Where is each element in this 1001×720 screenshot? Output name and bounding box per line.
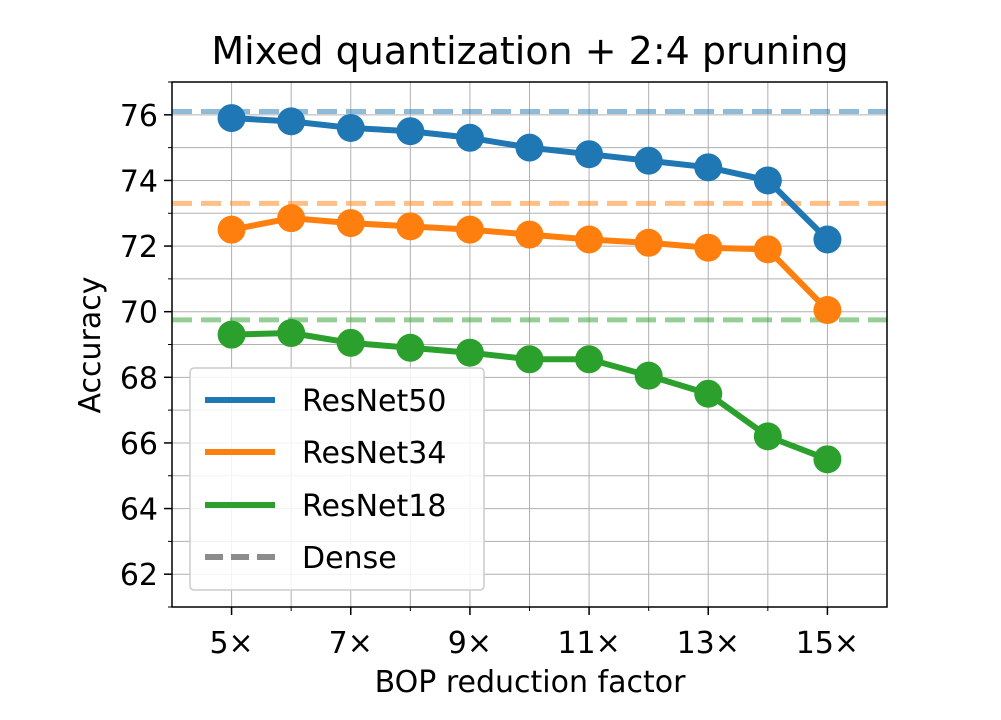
data-point-resnet50 xyxy=(753,166,782,195)
data-point-resnet34 xyxy=(277,204,306,233)
data-point-resnet18 xyxy=(336,328,365,357)
data-point-resnet50 xyxy=(396,117,425,146)
x-tick-label: 11× xyxy=(557,626,620,661)
data-point-resnet34 xyxy=(396,212,425,241)
x-tick-label: 5× xyxy=(209,626,253,661)
legend-label-resnet18: ResNet18 xyxy=(302,489,446,524)
data-point-resnet18 xyxy=(515,345,544,374)
data-point-resnet18 xyxy=(217,320,246,349)
data-point-resnet50 xyxy=(575,140,604,169)
legend-box xyxy=(189,367,485,591)
y-tick-label: 76 xyxy=(120,99,158,134)
x-tick-label: 15× xyxy=(796,626,859,661)
data-point-resnet50 xyxy=(336,113,365,142)
legend-label-resnet50: ResNet50 xyxy=(302,384,446,419)
data-point-resnet50 xyxy=(277,107,306,136)
x-tick-label: 13× xyxy=(677,626,740,661)
data-point-resnet18 xyxy=(634,361,663,390)
data-point-resnet50 xyxy=(455,123,484,152)
data-point-resnet18 xyxy=(575,345,604,374)
data-point-resnet50 xyxy=(694,153,723,182)
legend-label-dense: Dense xyxy=(302,541,397,576)
y-tick-label: 68 xyxy=(120,361,158,396)
data-point-resnet18 xyxy=(396,333,425,362)
data-point-resnet50 xyxy=(634,146,663,175)
data-point-resnet34 xyxy=(336,209,365,238)
y-tick-label: 70 xyxy=(120,296,158,331)
x-tick-label: 7× xyxy=(329,626,373,661)
data-point-resnet18 xyxy=(694,379,723,408)
data-point-resnet34 xyxy=(217,215,246,244)
data-point-resnet34 xyxy=(455,215,484,244)
data-point-resnet34 xyxy=(575,225,604,254)
y-tick-label: 66 xyxy=(120,427,158,462)
data-point-resnet34 xyxy=(515,220,544,249)
y-tick-label: 64 xyxy=(120,493,158,528)
y-tick-label: 72 xyxy=(120,230,158,265)
data-point-resnet34 xyxy=(694,233,723,262)
legend: ResNet50 ResNet34 ResNet18 Dense xyxy=(189,367,485,591)
data-point-resnet50 xyxy=(217,104,246,133)
y-tick-label: 62 xyxy=(120,558,158,593)
data-point-resnet34 xyxy=(813,296,842,325)
legend-label-resnet34: ResNet34 xyxy=(302,436,446,471)
chart-title: Mixed quantization + 2:4 pruning xyxy=(211,29,848,73)
data-point-resnet50 xyxy=(515,133,544,162)
data-point-resnet18 xyxy=(813,445,842,474)
data-point-resnet18 xyxy=(753,422,782,451)
y-tick-label: 74 xyxy=(120,164,158,199)
data-point-resnet34 xyxy=(753,235,782,264)
data-point-resnet50 xyxy=(813,225,842,254)
x-axis-label: BOP reduction factor xyxy=(375,665,687,700)
data-point-resnet34 xyxy=(634,228,663,257)
data-point-resnet18 xyxy=(455,338,484,367)
data-point-resnet18 xyxy=(277,319,306,348)
y-axis-label: Accuracy xyxy=(73,277,108,414)
x-tick-label: 9× xyxy=(448,626,492,661)
